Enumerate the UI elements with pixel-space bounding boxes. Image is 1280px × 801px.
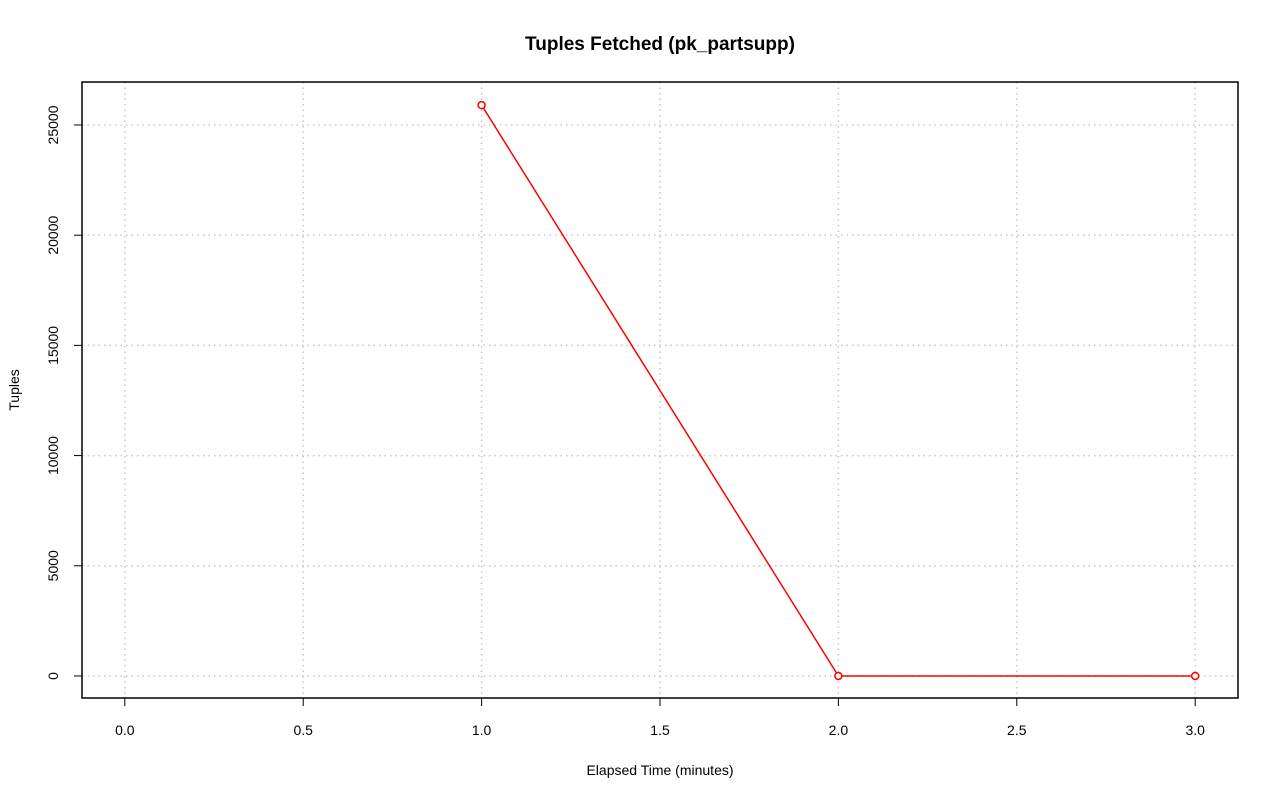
y-tick-label: 25000: [45, 105, 61, 144]
y-tick-label: 10000: [45, 436, 61, 475]
chart-title: Tuples Fetched (pk_partsupp): [525, 34, 795, 55]
y-tick-label: 15000: [45, 326, 61, 365]
x-tick-label: 2.0: [829, 722, 849, 738]
data-point: [834, 671, 843, 681]
x-tick-label: 0.0: [115, 722, 135, 738]
data-point: [1190, 671, 1200, 681]
y-axis-label: Tuples: [6, 369, 22, 411]
x-tick-label: 2.5: [1007, 722, 1027, 738]
x-tick-label: 1.5: [650, 722, 670, 738]
y-tick-label: 0: [45, 672, 61, 680]
data-point: [477, 100, 486, 110]
x-tick-label: 3.0: [1185, 722, 1205, 738]
x-tick-label: 0.5: [293, 722, 313, 738]
y-tick-label: 5000: [45, 550, 61, 581]
x-tick-label: 1.0: [472, 722, 492, 738]
x-axis-label: Elapsed Time (minutes): [586, 762, 733, 778]
plot-frame: [81, 81, 1239, 699]
y-tick-label: 20000: [45, 215, 61, 254]
